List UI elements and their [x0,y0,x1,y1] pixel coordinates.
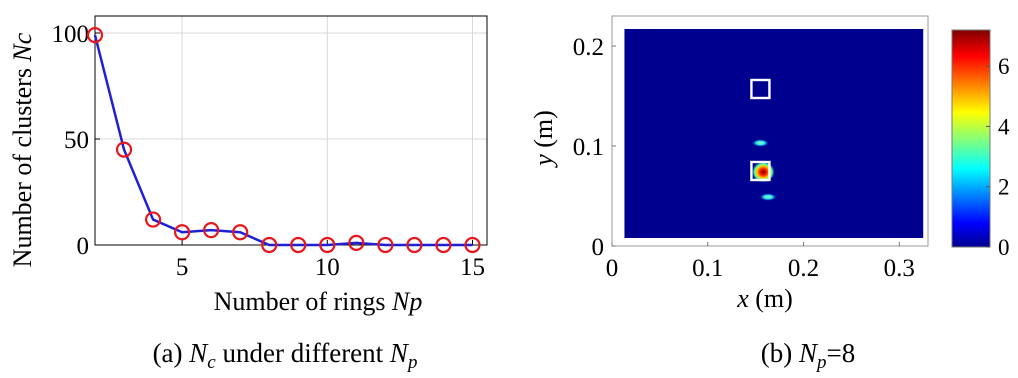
heatmap-hotspot [751,139,770,147]
panel-b: 0 0.1 0.2 0.3 0 0.1 0.2 0 2 4 6 x (m) y (m) (b) N… [529,15,1010,373]
panel-b-xlabel: x (m) [736,284,793,313]
x-tick-label: 0 [606,255,619,282]
colorbar-tick-label: 6 [998,54,1010,79]
panel-a-ylabel: Number of clusters Nc [8,32,37,267]
panel-a-grid [95,16,487,246]
y-tick-label: 0 [77,233,90,260]
data-point-marker [406,236,423,254]
y-tick-label: 0 [592,234,605,261]
data-point-marker [435,236,452,254]
panel-a-series [86,27,481,254]
colorbar-tick-label: 0 [998,235,1010,260]
data-point-marker [115,141,133,158]
square-marker [750,160,771,182]
series-line [93,34,473,247]
data-point-marker [232,224,249,241]
data-point-marker [203,222,220,239]
heatmap-markers [750,78,771,182]
panel-a-caption: (a) Nc under different Np [153,338,418,373]
colorbar-ticks: 0 2 4 6 [986,54,1010,260]
x-tick-label: 0.3 [884,255,915,282]
x-tick-label: 5 [176,254,189,281]
square-marker [750,78,771,100]
heatmap-field [624,29,924,238]
x-tick-label: 10 [315,254,340,281]
heatmap-hotspot [759,193,778,201]
colorbar [951,29,991,248]
panel-b-ticks: 0 0.1 0.2 0.3 0 0.1 0.2 [573,34,915,282]
data-point-marker [261,236,278,254]
x-tick-label: 0.2 [788,255,819,282]
data-point-marker [377,236,394,254]
y-tick-label: 0.1 [573,134,604,161]
panel-b-ylabel: y (m) [529,110,558,169]
data-point-marker [348,234,365,251]
y-tick-label: 50 [64,127,89,154]
data-point-marker [464,236,481,254]
data-point-marker [86,27,104,44]
panel-a-xlabel: Number of rings Np [214,287,423,316]
y-tick-label: 0.2 [573,34,604,61]
data-point-marker [144,211,162,228]
panel-b-caption: (b) Np=8 [761,338,855,373]
y-tick-label: 100 [52,21,90,48]
data-point-marker [319,236,336,254]
panel-a-axes-frame [94,15,488,246]
panel-a-ticks: 5 10 15 0 50 100 [52,21,485,281]
data-point-marker [290,236,307,254]
colorbar-tick-label: 4 [998,114,1010,139]
panel-a: 5 10 15 0 50 100 Number of clusters Nc Number… [8,15,488,373]
x-tick-label: 0.1 [692,255,723,282]
data-point-marker [174,224,191,241]
colorbar-tick-label: 2 [998,175,1010,200]
x-tick-label: 15 [460,254,485,281]
